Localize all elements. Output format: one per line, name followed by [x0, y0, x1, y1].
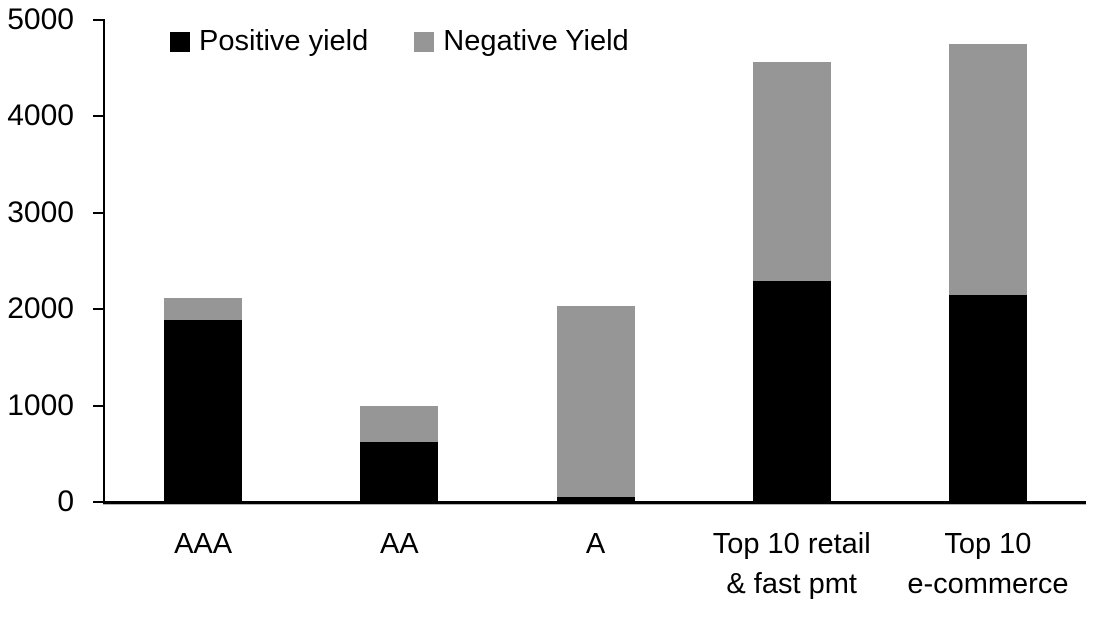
y-axis-tick-0 — [93, 501, 103, 503]
bar-aa-positive-yield — [360, 442, 439, 502]
y-axis-tick-1000 — [93, 404, 103, 407]
bar-top-10-retail-fast-pmt-negative-yield — [752, 62, 831, 282]
y-axis-label-5000: 5000 — [7, 3, 74, 36]
y-axis-label-1000: 1000 — [7, 388, 74, 422]
bar-a-negative-yield — [556, 306, 635, 498]
bar-top-10-e-commerce-positive-yield — [948, 294, 1027, 502]
bar-aaa-negative-yield — [164, 297, 243, 320]
legend-item-positive-yield: Positive yield — [170, 27, 368, 56]
y-axis-label-2000: 2000 — [7, 292, 74, 326]
x-axis-label-top-10-retail-fast-pmt: Top 10 retail & fast pmt — [712, 528, 871, 601]
legend-item-negative-yield: Negative Yield — [414, 25, 629, 57]
bar-top-10-retail-fast-pmt-positive-yield — [752, 281, 831, 502]
y-axis-tick-3000 — [93, 211, 103, 214]
x-axis-line — [103, 501, 1086, 505]
y-axis-label-0: 0 — [57, 485, 74, 518]
x-axis-label-top-10-e-commerce: Top 10 e-commerce — [907, 528, 1069, 601]
legend-swatch-positive-yield-icon — [170, 31, 190, 52]
y-axis-tick-5000 — [93, 19, 103, 21]
legend-swatch-negative-yield-icon — [414, 31, 435, 52]
y-axis-tick-2000 — [93, 308, 103, 311]
x-axis-label-a: A — [585, 528, 606, 560]
x-axis-label-aaa: AAA — [174, 528, 233, 560]
legend-label-negative-yield: Negative Yield — [443, 25, 629, 57]
y-axis-label-3000: 3000 — [7, 195, 74, 229]
y-axis-label-4000: 4000 — [7, 99, 74, 133]
bar-a-positive-yield — [556, 497, 635, 502]
bar-aa-negative-yield — [360, 405, 439, 443]
legend: Positive yield Negative Yield — [170, 27, 629, 56]
y-axis-line — [103, 19, 105, 504]
legend-label-positive-yield: Positive yield — [199, 25, 369, 57]
bar-aaa-positive-yield — [164, 319, 243, 502]
y-axis-tick-4000 — [93, 115, 103, 118]
bar-top-10-e-commerce-negative-yield — [948, 44, 1027, 295]
x-axis-label-aa: AA — [379, 528, 419, 560]
